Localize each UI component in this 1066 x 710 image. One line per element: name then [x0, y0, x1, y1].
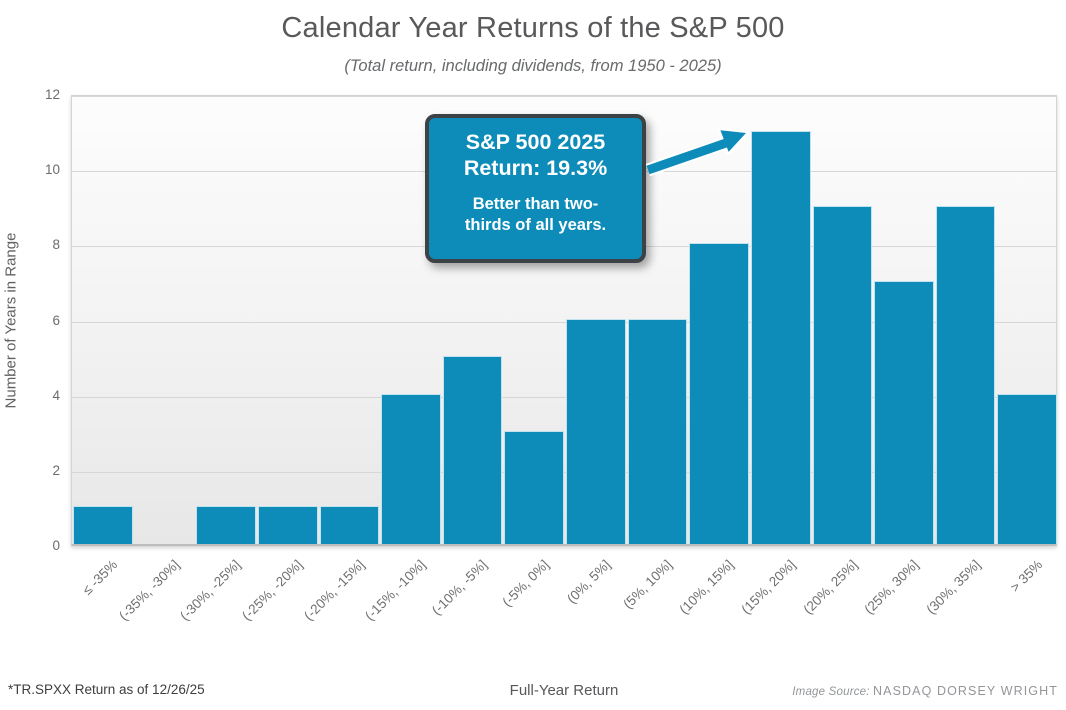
x-tick-label: (30%, 35%]	[923, 557, 984, 617]
chart-title: Calendar Year Returns of the S&P 500	[281, 12, 785, 44]
x-tick-label: (15%, 20%]	[738, 557, 799, 617]
y-tick-label: 4	[52, 387, 60, 403]
bar	[689, 243, 749, 544]
y-tick-label: 8	[52, 237, 60, 253]
gridline	[72, 471, 1056, 473]
gridline	[72, 321, 1056, 323]
bar	[381, 393, 441, 544]
x-tick-label: (-10%, -5%]	[429, 557, 491, 619]
bar	[935, 205, 996, 544]
y-tick-label: 6	[52, 312, 60, 328]
annotation-headline: S&P 500 2025 Return: 19.3%	[429, 129, 642, 181]
bar	[812, 205, 873, 544]
annotation-body: Better than two- thirds of all years.	[429, 194, 642, 235]
bar	[627, 318, 688, 544]
x-tick-label: (0%, 5%]	[564, 557, 614, 607]
annotation-head-line2: Return: 19.3%	[463, 156, 608, 181]
x-tick-label: (25%, 30%]	[861, 557, 922, 617]
bar	[874, 280, 934, 544]
x-tick-label: (-5%, 0%]	[499, 557, 552, 610]
bar	[196, 506, 256, 544]
footnote: *TR.SPXX Return as of 12/26/25	[8, 682, 205, 697]
image-source-name: NASDAQ DORSEY WRIGHT	[873, 684, 1058, 698]
x-tick-label: (-25%, -20%]	[238, 557, 306, 624]
annotation-callout: S&P 500 2025 Return: 19.3% Better than t…	[425, 114, 646, 263]
x-tick-label: ≤ -35%	[79, 557, 121, 598]
gridline	[72, 96, 1056, 97]
x-tick-label: (5%, 10%]	[620, 557, 676, 612]
bar	[73, 506, 133, 544]
annotation-body-line1: Better than two-	[472, 195, 599, 214]
annotation-head-line1: S&P 500 2025	[465, 130, 606, 154]
annotation-body-line2: thirds of all years.	[464, 216, 607, 235]
bar	[566, 318, 626, 544]
y-tick-label: 12	[44, 87, 60, 102]
x-axis-title: Full-Year Return	[509, 682, 619, 699]
annotation-arrow-icon	[645, 127, 749, 177]
bar	[750, 130, 811, 544]
x-tick-label: (-20%, -15%]	[300, 557, 367, 624]
x-tick-label: > 35%	[1006, 557, 1045, 595]
y-tick-label: 2	[52, 462, 60, 478]
y-tick-label: 0	[52, 538, 60, 553]
x-tick-label: (-15%, -10%]	[362, 557, 429, 624]
image-source: Image Source: NASDAQ DORSEY WRIGHT	[792, 684, 1058, 698]
x-tick-label: (-35%, -30%]	[115, 557, 183, 624]
bar	[442, 356, 503, 544]
bar	[504, 431, 564, 544]
image-source-prefix: Image Source:	[792, 686, 870, 698]
x-tick-label: (-30%, -25%]	[177, 557, 244, 624]
chart-subtitle: (Total return, including dividends, from…	[344, 57, 722, 75]
bar	[319, 506, 380, 544]
y-tick-label: 10	[44, 162, 60, 178]
x-tick-label: (20%, 25%]	[799, 557, 860, 617]
x-tick-label: (10%, 15%]	[676, 557, 737, 617]
bar	[997, 393, 1057, 544]
bar	[257, 506, 318, 544]
gridline	[72, 396, 1056, 398]
